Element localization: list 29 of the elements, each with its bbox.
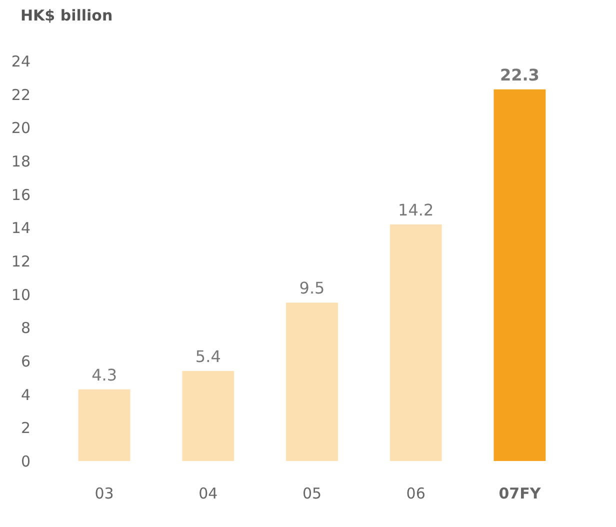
y-tick-label: 14	[11, 219, 30, 238]
bar	[182, 371, 234, 461]
y-tick-label: 0	[20, 452, 30, 470]
y-tick-label: 12	[11, 252, 30, 270]
x-tick-label: 07FY	[498, 484, 542, 502]
y-tick-label: 18	[11, 152, 30, 170]
y-tick-label: 8	[20, 319, 30, 338]
bar	[494, 89, 546, 461]
bar	[286, 302, 338, 461]
bar	[390, 224, 442, 461]
y-tick-label: 6	[20, 352, 30, 370]
x-tick-label: 04	[198, 484, 218, 502]
y-tick-label: 22	[11, 86, 30, 104]
y-tick-label: 20	[11, 119, 30, 138]
x-tick-label: 06	[406, 484, 426, 502]
data-label: 14.2	[398, 200, 434, 220]
bar	[78, 389, 130, 461]
y-axis-title: HK$ billion	[20, 6, 113, 24]
data-label: 9.5	[299, 278, 325, 298]
x-tick-label: 05	[302, 484, 322, 502]
y-tick-label: 2	[20, 419, 30, 438]
y-tick-label: 16	[11, 186, 30, 204]
x-tick-label: 03	[94, 484, 114, 502]
y-tick-label: 24	[11, 52, 30, 70]
y-tick-label: 4	[20, 386, 30, 404]
data-label: 22.3	[500, 65, 540, 84]
y-tick-label: 10	[11, 286, 30, 304]
data-label: 5.4	[195, 347, 221, 366]
data-label: 4.3	[92, 365, 118, 384]
